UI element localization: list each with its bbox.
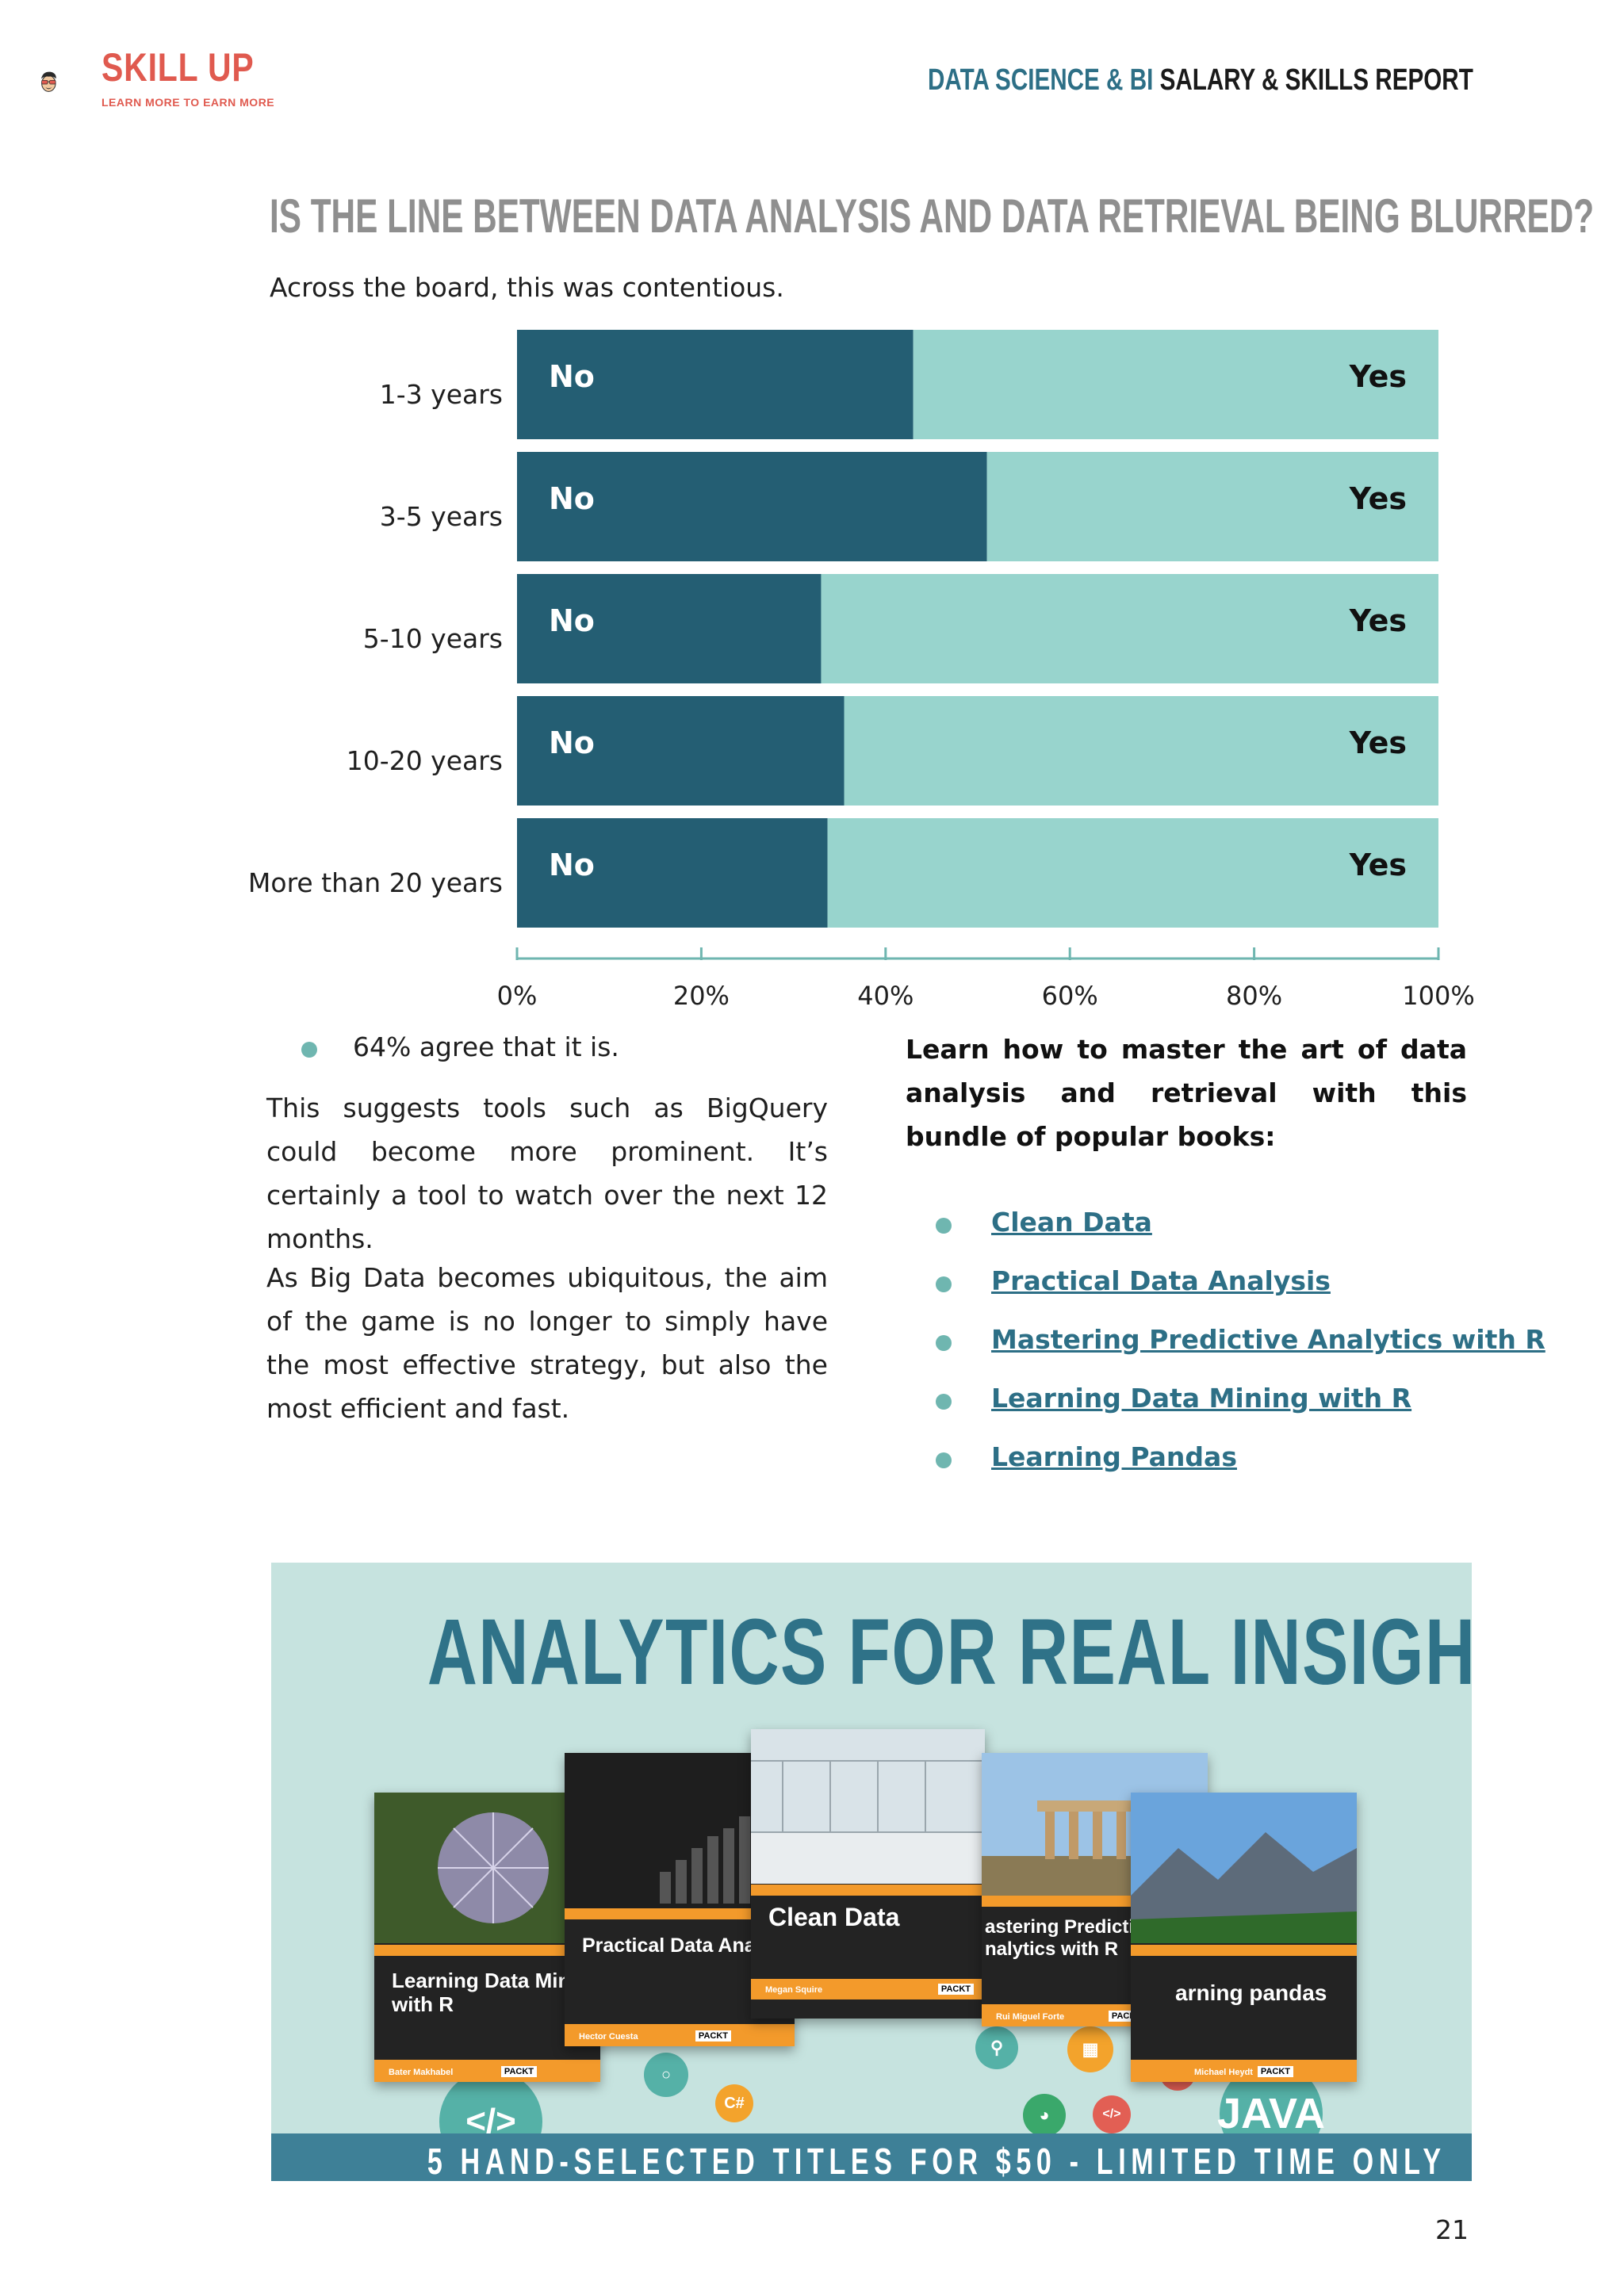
headphones-icon: ◕: [1023, 2094, 1066, 2137]
book-author: Bater Makhabel: [389, 2068, 454, 2077]
category-label: 1-3 years: [380, 379, 503, 410]
book-learning-data-mining[interactable]: Learning Data Min with R Bater Makhabel P…: [374, 1793, 600, 2082]
publisher-badge: PACKT: [500, 2066, 537, 2077]
chat-icon: ○: [644, 2053, 688, 2097]
book-author: Megan Squire: [765, 1985, 823, 1995]
csharp-icon: C#: [715, 2084, 753, 2122]
bullet-dot: [301, 1042, 317, 1058]
category-label: 5-10 years: [363, 623, 503, 654]
bar-yes: [827, 818, 1438, 928]
book-stripe: [1131, 1945, 1357, 1956]
bullet-dot: [936, 1276, 952, 1292]
x-tick-label: 80%: [1226, 981, 1282, 1011]
x-tick-label: 0%: [497, 981, 538, 1011]
banner-offer-text: 5 HAND-SELECTED TITLES FOR $50 - LIMITED…: [427, 2141, 1446, 2181]
bar-no: [517, 818, 828, 928]
section-intro: Across the board, this was contentious.: [270, 272, 784, 303]
paragraph-bigquery: This suggests tools such as BigQuery cou…: [266, 1093, 828, 1254]
book-author: Hector Cuesta: [579, 2032, 638, 2042]
bar-yes: [844, 696, 1438, 806]
search-icon: ⚲: [975, 2026, 1018, 2069]
x-tick-label: 100%: [1402, 981, 1474, 1011]
book-bottom-band: [1131, 2060, 1357, 2082]
section-headline: IS THE LINE BETWEEN DATA ANALYSIS AND DA…: [270, 189, 1595, 243]
publisher-badge: PACKT: [695, 2030, 731, 2042]
book-link[interactable]: Learning Data Mining with R: [991, 1383, 1412, 1414]
calculator-icon: ▦: [1067, 2026, 1113, 2072]
category-label: 3-5 years: [380, 501, 503, 532]
book-title: Learning Data Min with R: [392, 1969, 571, 2016]
x-tick-label: 60%: [1042, 981, 1098, 1011]
book-title: astering Predictive nalytics with R: [985, 1916, 1155, 1960]
category-label: More than 20 years: [248, 867, 503, 898]
bar-label-yes: Yes: [1349, 603, 1407, 638]
book-title: Practical Data Anal: [582, 1934, 761, 1957]
bullet-dot: [936, 1335, 952, 1351]
html-tag-icon: </>: [1093, 2095, 1131, 2133]
book-bottom-band: [374, 2060, 600, 2082]
bullet-dot: [936, 1452, 952, 1468]
bar-label-no: No: [549, 481, 595, 516]
bar-label-yes: Yes: [1349, 481, 1407, 516]
book-link[interactable]: Practical Data Analysis: [991, 1265, 1331, 1296]
logo-mascot-icon: [41, 71, 56, 92]
bar-label-no: No: [549, 848, 595, 882]
bar-no: [517, 696, 845, 806]
x-tick-label: 20%: [673, 981, 730, 1011]
bullet-dot: [936, 1394, 952, 1410]
report-title-rest: SALARY & SKILLS REPORT: [1153, 63, 1473, 97]
bundle-intro: Learn how to master the art of data anal…: [906, 1034, 1467, 1152]
logo-tagline: LEARN MORE TO EARN MORE: [102, 96, 275, 109]
bar-label-no: No: [549, 359, 595, 394]
book-author: Michael Heydt: [1194, 2068, 1253, 2077]
book-title: Clean Data: [768, 1903, 900, 1931]
book-clean-data[interactable]: Clean Data Megan Squire PACKT: [751, 1729, 985, 2019]
publisher-badge: PACKT: [1257, 2066, 1293, 2077]
report-title: DATA SCIENCE & BI SALARY & SKILLS REPORT: [928, 63, 1473, 98]
banner-offer-strip: 5 HAND-SELECTED TITLES FOR $50 - LIMITED…: [271, 2133, 1472, 2181]
report-title-accent: DATA SCIENCE & BI: [928, 63, 1154, 97]
book-link[interactable]: Learning Pandas: [991, 1441, 1237, 1472]
bar-no: [517, 330, 914, 439]
bar-label-yes: Yes: [1349, 848, 1407, 882]
book-cover-image: [1131, 1793, 1357, 1943]
category-label: 10-20 years: [347, 745, 503, 776]
bullet-dot: [936, 1218, 952, 1234]
bar-yes: [913, 330, 1438, 439]
bar-label-yes: Yes: [1349, 725, 1407, 760]
publisher-badge: PACKT: [937, 1984, 974, 1995]
bar-yes: [821, 574, 1438, 683]
bar-label-no: No: [549, 603, 595, 638]
bar-no: [517, 574, 822, 683]
agree-bullet-text: 64% agree that it is.: [353, 1031, 619, 1062]
book-bottom-band: [565, 2024, 795, 2046]
bar-label-no: No: [549, 725, 595, 760]
book-cover-image: [374, 1793, 600, 1943]
book-stripe: [751, 1885, 985, 1896]
book-title: arning pandas: [1175, 1980, 1327, 2005]
bar-label-yes: Yes: [1349, 359, 1407, 394]
stacked-bar-chart: 1-3 years No Yes 3-5 years No Yes 5-10 years No…: [248, 330, 1475, 1011]
book-stripe: [374, 1945, 600, 1956]
banner-title: ANALYTICS FOR REAL INSIGHT: [427, 1600, 1472, 1705]
promo-banner[interactable]: ANALYTICS FOR REAL INSIGHT </> JAVA C# ○…: [271, 1563, 1472, 2181]
book-author: Rui Miguel Forte: [996, 2012, 1065, 2022]
paragraph-big-data: As Big Data becomes ubiquitous, the aim …: [266, 1262, 828, 1424]
logo-name: SKILL UP: [102, 45, 255, 90]
book-link[interactable]: Clean Data: [991, 1207, 1152, 1238]
bar-no: [517, 452, 987, 561]
book-stripe: [565, 1908, 795, 1919]
book-cover-image: [751, 1729, 985, 1884]
bar-yes: [986, 452, 1438, 561]
page-number: 21: [1435, 2214, 1469, 2245]
x-tick-label: 40%: [857, 981, 914, 1011]
book-learning-pandas[interactable]: arning pandas Michael Heydt PACKT: [1131, 1793, 1357, 2082]
book-link[interactable]: Mastering Predictive Analytics with R: [991, 1324, 1545, 1355]
